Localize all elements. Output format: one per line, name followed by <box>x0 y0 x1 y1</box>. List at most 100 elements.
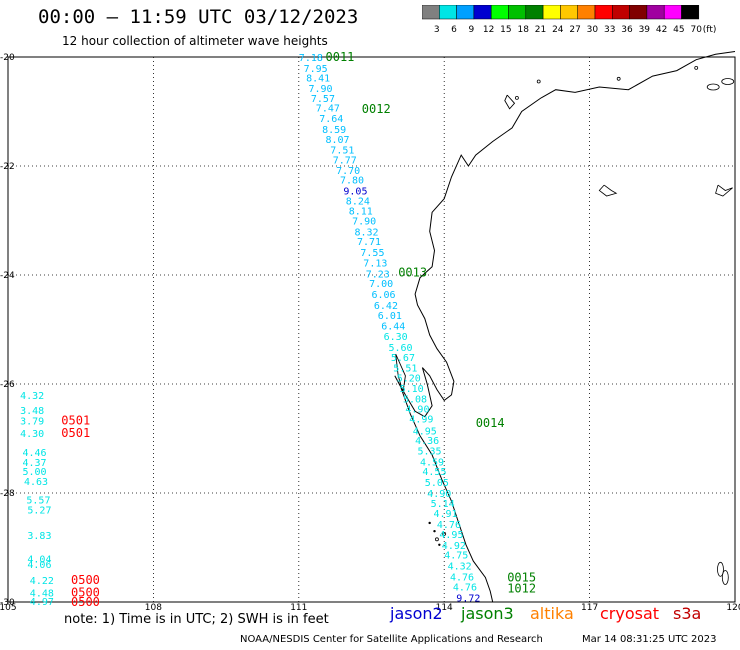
swh-value-label: 5.67 <box>391 353 415 364</box>
colorbar-swatch <box>681 5 700 20</box>
swh-value-label: 4.90 <box>405 405 429 416</box>
coastline-north <box>540 51 736 99</box>
inland-lake <box>721 570 729 585</box>
swh-value-label: 3.48 <box>20 406 44 417</box>
colorbar-label: 33 <box>604 25 615 35</box>
swh-value-label: 5.20 <box>397 374 421 385</box>
swh-value-label: 4.48 <box>30 589 54 600</box>
swh-value-label: 4.46 <box>23 448 47 459</box>
colorbar-label: 12 <box>483 25 494 35</box>
swh-value-label: 5.05 <box>425 478 449 489</box>
swh-value-label: 7.13 <box>363 259 387 270</box>
island <box>536 79 541 84</box>
pass-time-label: 0500 <box>71 573 100 587</box>
swh-value-label: 5.60 <box>389 343 413 354</box>
swh-value-label: 4.59 <box>420 457 444 468</box>
swh-value-label: 7.00 <box>369 279 393 290</box>
pass-time-label: 1012 <box>507 581 536 595</box>
colorbar-label: 3 <box>434 25 440 35</box>
swh-value-label: 4.97 <box>30 597 54 608</box>
altimeter-map: 105 108 111 114 117 120 -20 -22 -24 -26 -28 -30 7.18… <box>0 50 740 610</box>
swh-value-label: 4.32 <box>448 562 472 573</box>
colorbar-label: 36 <box>621 25 633 35</box>
colorbar-label: 42 <box>656 25 667 35</box>
legend-altika: altika <box>530 604 574 623</box>
swh-value-label: 4.22 <box>30 576 54 587</box>
swh-value-label: 7.80 <box>340 176 364 187</box>
swh-value-label: 5.51 <box>393 364 417 375</box>
island-abrolhos <box>428 521 431 525</box>
swh-value-label: 4.75 <box>444 551 468 562</box>
swh-value-label: 5.08 <box>403 395 427 406</box>
colorbar-label: 9 <box>468 25 474 35</box>
lat-tick-label: -22 <box>0 162 15 172</box>
colorbar-label: 45 <box>673 25 684 35</box>
island <box>694 66 699 70</box>
inland-lake <box>598 184 618 197</box>
coastline-west <box>394 97 542 603</box>
legend-jason2: jason2 <box>390 604 443 623</box>
island-dirk-hartog <box>395 353 406 393</box>
swh-value-label: 7.95 <box>304 64 328 75</box>
lon-tick-label: 120 <box>726 603 740 610</box>
swh-value-label: 4.04 <box>27 554 51 565</box>
colorbar-label: 30 <box>587 25 599 35</box>
pass-time-label: 0500 <box>71 586 100 600</box>
lat-tick-label: -24 <box>0 271 15 281</box>
swh-value-label: 4.92 <box>442 541 466 552</box>
inland-lake <box>721 78 735 85</box>
pass-time-label: 0500 <box>71 595 100 609</box>
swh-value-label: 4.76 <box>453 583 477 594</box>
swh-value-label: 3.83 <box>27 531 51 542</box>
island <box>515 95 519 100</box>
colorbar-label: 6 <box>451 25 457 35</box>
island <box>616 76 621 81</box>
swh-value-label: 7.23 <box>366 269 390 280</box>
legend-s3a: s3a <box>673 604 702 623</box>
island-abrolhos <box>433 529 436 533</box>
lon-tick-label: 114 <box>436 603 453 610</box>
swh-value-label: 4.37 <box>23 458 47 469</box>
swh-value-label: 7.64 <box>319 114 343 125</box>
swh-value-label: 6.01 <box>378 311 402 322</box>
swh-value-label: 4.95 <box>439 530 463 541</box>
lon-tick-label: 111 <box>290 603 307 610</box>
swh-value-label: 4.95 <box>413 426 437 437</box>
swh-value-label: 5.57 <box>26 496 50 507</box>
swh-value-label: 4.32 <box>20 391 44 402</box>
swh-value-label: 9.05 <box>343 187 367 198</box>
swh-value-label: 9.72 <box>456 594 480 605</box>
colorbar-label: 70 <box>690 25 702 35</box>
swh-value-label: 4.36 <box>415 436 439 447</box>
swh-value-label: 8.07 <box>326 135 350 146</box>
pass-time-label: 0011 <box>326 50 355 64</box>
swh-value-label: 8.41 <box>306 74 330 85</box>
swh-value-label: 4.76 <box>450 572 474 583</box>
lon-tick-label: 117 <box>581 603 598 610</box>
pass-time-label: 0013 <box>398 265 427 279</box>
swh-value-label: 7.47 <box>316 104 340 115</box>
swh-value-label: 6.42 <box>374 301 398 312</box>
credit-line: NOAA/NESDIS Center for Satellite Applica… <box>240 634 543 645</box>
swh-value-label: 4.63 <box>24 477 48 488</box>
map-title: 00:00 — 11:59 UTC 03/12/2023 <box>38 6 359 28</box>
swh-value-label: 7.57 <box>311 94 335 105</box>
map-subtitle: 12 hour collection of altimeter wave hei… <box>62 34 328 48</box>
island-abrolhos <box>438 543 441 546</box>
swh-value-label: 3.79 <box>20 417 44 428</box>
swh-value-label: 7.55 <box>360 248 384 259</box>
swh-value-label: 4.91 <box>434 509 458 520</box>
island <box>442 531 447 536</box>
swh-value-label: 5.00 <box>23 467 47 478</box>
colorbar-label: 21 <box>535 25 546 35</box>
map-frame <box>7 56 736 603</box>
swh-value-label: 4.06 <box>27 560 51 571</box>
lon-tick-label: 108 <box>145 603 162 610</box>
swh-value-label: 7.51 <box>330 146 354 157</box>
swh-value-label: 6.30 <box>384 332 408 343</box>
swh-value-label: 7.71 <box>357 237 381 248</box>
colorbar-label: 15 <box>500 25 511 35</box>
swh-value-label: 6.44 <box>381 322 405 333</box>
swh-value-label: 8.11 <box>349 207 373 218</box>
swh-value-label: 8.59 <box>322 125 346 136</box>
